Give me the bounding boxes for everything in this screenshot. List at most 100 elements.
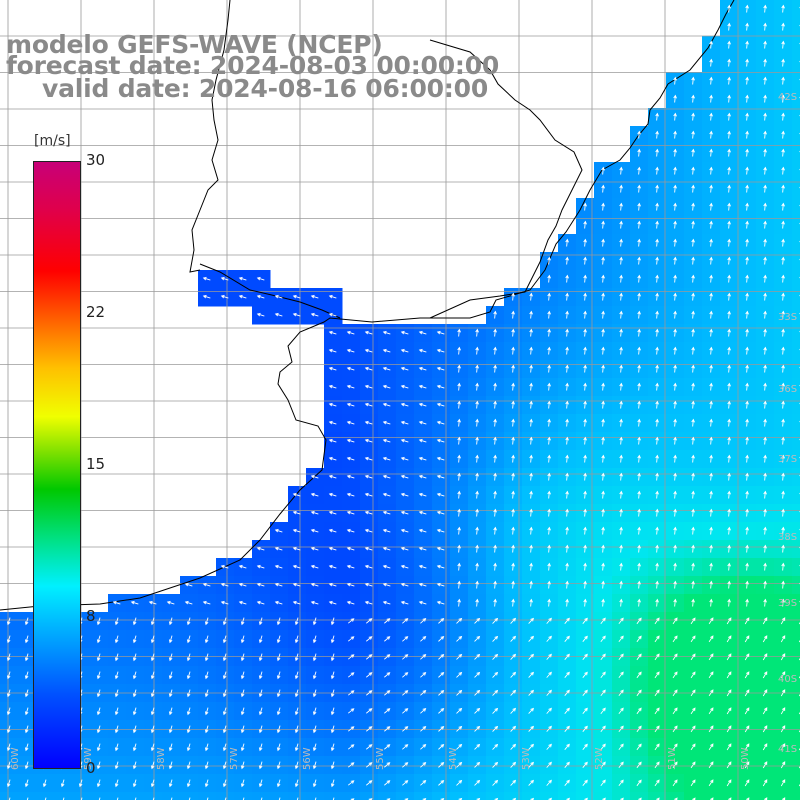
wind-arrow [382, 438, 391, 443]
wind-arrow [583, 202, 587, 211]
wind-arrow [673, 382, 677, 391]
wind-speed-cell [558, 792, 577, 800]
wind-arrow [528, 635, 534, 642]
wind-speed-cell [792, 162, 800, 181]
wind-arrow [240, 671, 245, 680]
wind-arrow [692, 797, 696, 800]
wind-arrow [546, 653, 552, 660]
wind-arrow [529, 364, 533, 373]
wind-arrow [382, 600, 391, 605]
wind-arrow [763, 220, 767, 229]
wind-arrow [637, 184, 641, 193]
wind-arrow [258, 689, 263, 698]
wind-arrow [6, 761, 11, 770]
wind-speed-cell [432, 792, 451, 800]
wind-arrow [673, 472, 677, 481]
wind-arrow [402, 654, 409, 660]
wind-arrow [781, 580, 785, 589]
wind-arrow [186, 761, 191, 770]
wind-arrow [618, 779, 624, 787]
wind-arrow [709, 256, 713, 265]
wind-arrow [188, 797, 191, 800]
wind-speed-cell [756, 792, 775, 800]
wind-arrow [258, 635, 263, 644]
wind-arrow [546, 779, 552, 786]
wind-arrow [529, 508, 533, 517]
wind-arrow [220, 582, 229, 587]
wind-arrow [637, 580, 641, 589]
wind-arrow [690, 689, 696, 697]
wind-arrow [436, 366, 445, 371]
wind-speed-cell [504, 792, 523, 800]
wind-arrow [330, 761, 335, 770]
wind-arrow [382, 402, 391, 407]
wind-arrow [328, 330, 337, 335]
wind-arrow [256, 582, 265, 587]
wind-arrow [763, 256, 767, 265]
wind-speed-cell [792, 36, 800, 55]
wind-arrow [24, 635, 29, 644]
wind-speed-cell [468, 792, 487, 800]
wind-arrow [420, 726, 427, 732]
wind-arrow [655, 580, 659, 589]
wind-arrow [6, 617, 11, 626]
wind-arrow [619, 328, 623, 337]
wind-arrow [727, 202, 731, 211]
wind-arrow [258, 725, 263, 734]
wind-arrow [312, 617, 317, 626]
wind-arrow [691, 184, 695, 193]
wind-arrow [328, 600, 337, 605]
wind-arrow [364, 582, 373, 587]
wind-arrow [637, 220, 641, 229]
wind-arrow [418, 474, 427, 479]
wind-arrow [6, 707, 11, 716]
wind-arrow [745, 382, 749, 391]
wind-arrow [418, 492, 427, 497]
wind-arrow [347, 672, 355, 678]
wind-arrow [310, 582, 319, 587]
wind-arrow [601, 184, 605, 193]
wind-arrow [709, 580, 713, 589]
wind-arrow [347, 654, 355, 660]
wind-arrow [781, 508, 785, 517]
wind-arrow [346, 474, 355, 479]
wind-arrow [709, 418, 713, 427]
wind-arrow [582, 635, 588, 642]
wind-arrow [600, 779, 606, 787]
wind-arrow [745, 526, 749, 535]
wind-arrows [6, 4, 800, 800]
wind-arrow [745, 292, 749, 301]
wind-arrow [274, 564, 283, 569]
wind-arrow [328, 492, 337, 497]
wind-arrow [709, 544, 713, 553]
wind-arrow [781, 166, 785, 175]
wind-speed-cell [792, 0, 800, 19]
wind-arrow [636, 653, 642, 661]
wind-arrow [781, 202, 785, 211]
wind-arrow [529, 346, 533, 355]
wind-arrow [673, 256, 677, 265]
wind-arrow [637, 382, 641, 391]
wind-arrow [529, 310, 533, 319]
wind-arrow [781, 346, 785, 355]
wind-arrow [583, 454, 587, 463]
wind-arrow [601, 238, 605, 247]
wind-arrow [583, 472, 587, 481]
wind-arrow [691, 436, 695, 445]
wind-arrow [583, 544, 587, 553]
colorbar-tick-8: 8 [86, 607, 96, 625]
wind-arrow [422, 798, 427, 800]
wind-arrow [112, 600, 121, 605]
wind-arrow [762, 617, 768, 625]
wind-arrow [726, 617, 732, 625]
wind-arrow [436, 510, 445, 515]
wind-arrow [726, 653, 732, 661]
wind-arrow [727, 400, 731, 409]
wind-arrow [512, 797, 517, 800]
wind-arrow [691, 508, 695, 517]
wind-speed-cell [720, 792, 739, 800]
wind-arrow [565, 292, 569, 301]
wind-arrow [529, 454, 533, 463]
wind-arrow [600, 671, 606, 679]
wind-arrow [600, 653, 606, 661]
